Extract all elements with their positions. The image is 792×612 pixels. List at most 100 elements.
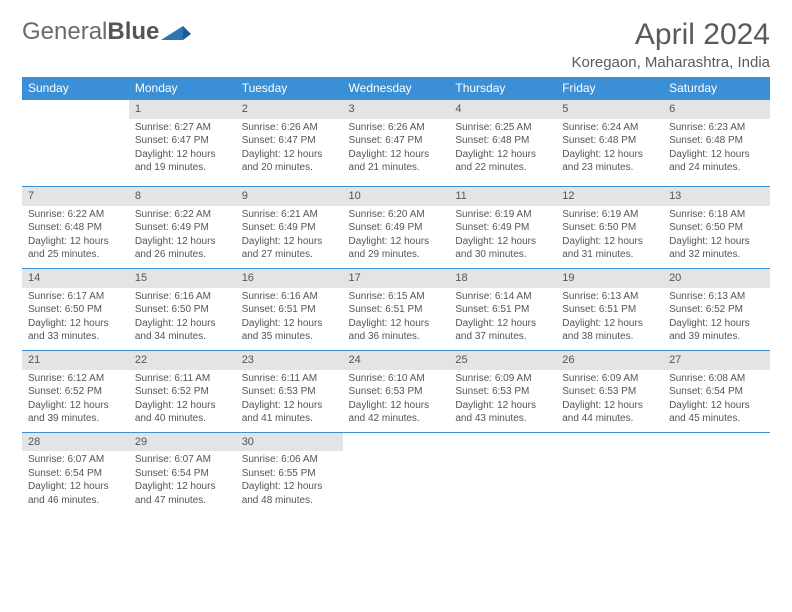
- sunset-label: Sunset:: [242, 135, 279, 146]
- daylight-line: Daylight: 12 hours and 24 minutes.: [669, 148, 764, 175]
- sunrise-label: Sunrise:: [242, 209, 281, 220]
- cell-body: Sunrise: 6:14 AMSunset: 6:51 PMDaylight:…: [449, 290, 556, 350]
- sunrise-line: Sunrise: 6:13 AM: [562, 290, 657, 304]
- calendar-week-row: 21Sunrise: 6:12 AMSunset: 6:52 PMDayligh…: [22, 350, 770, 432]
- sunset-label: Sunset:: [562, 135, 599, 146]
- sunrise-value: 6:27 AM: [174, 122, 211, 133]
- daylight-line: Daylight: 12 hours and 48 minutes.: [242, 480, 337, 507]
- cell-body: Sunrise: 6:11 AMSunset: 6:53 PMDaylight:…: [236, 372, 343, 432]
- calendar-cell: [556, 432, 663, 519]
- sunset-line: Sunset: 6:50 PM: [28, 303, 123, 317]
- calendar-header-row: SundayMondayTuesdayWednesdayThursdayFrid…: [22, 77, 770, 100]
- sunrise-line: Sunrise: 6:27 AM: [135, 121, 230, 135]
- day-number: 25: [449, 351, 556, 370]
- sunset-line: Sunset: 6:51 PM: [455, 303, 550, 317]
- sunset-value: 6:48 PM: [599, 135, 636, 146]
- sunrise-label: Sunrise:: [349, 209, 388, 220]
- sunrise-line: Sunrise: 6:09 AM: [455, 372, 550, 386]
- calendar-cell: 8Sunrise: 6:22 AMSunset: 6:49 PMDaylight…: [129, 187, 236, 269]
- day-number: 28: [22, 433, 129, 452]
- calendar-week-row: 28Sunrise: 6:07 AMSunset: 6:54 PMDayligh…: [22, 432, 770, 519]
- sunset-value: 6:47 PM: [172, 135, 209, 146]
- daylight-line: Daylight: 12 hours and 40 minutes.: [135, 399, 230, 426]
- cell-body: Sunrise: 6:22 AMSunset: 6:48 PMDaylight:…: [22, 208, 129, 268]
- daylight-label: Daylight:: [135, 400, 177, 411]
- sunrise-label: Sunrise:: [669, 122, 708, 133]
- sunset-value: 6:48 PM: [492, 135, 529, 146]
- calendar-cell: 26Sunrise: 6:09 AMSunset: 6:53 PMDayligh…: [556, 350, 663, 432]
- sunrise-label: Sunrise:: [669, 209, 708, 220]
- day-number: 4: [449, 100, 556, 119]
- calendar-cell: 7Sunrise: 6:22 AMSunset: 6:48 PMDaylight…: [22, 187, 129, 269]
- daylight-label: Daylight:: [349, 318, 391, 329]
- sunrise-line: Sunrise: 6:19 AM: [562, 208, 657, 222]
- calendar-cell: 6Sunrise: 6:23 AMSunset: 6:48 PMDaylight…: [663, 100, 770, 187]
- sunrise-value: 6:26 AM: [388, 122, 425, 133]
- daylight-label: Daylight:: [455, 236, 497, 247]
- sunset-value: 6:53 PM: [492, 386, 529, 397]
- calendar-cell: 19Sunrise: 6:13 AMSunset: 6:51 PMDayligh…: [556, 268, 663, 350]
- calendar-cell: 27Sunrise: 6:08 AMSunset: 6:54 PMDayligh…: [663, 350, 770, 432]
- sunrise-value: 6:17 AM: [67, 291, 104, 302]
- calendar-cell: 14Sunrise: 6:17 AMSunset: 6:50 PMDayligh…: [22, 268, 129, 350]
- sunrise-value: 6:21 AM: [281, 209, 318, 220]
- day-number: 9: [236, 187, 343, 206]
- sunset-label: Sunset:: [135, 468, 172, 479]
- cell-body: Sunrise: 6:07 AMSunset: 6:54 PMDaylight:…: [129, 453, 236, 513]
- sunset-value: 6:50 PM: [706, 222, 743, 233]
- sunrise-line: Sunrise: 6:19 AM: [455, 208, 550, 222]
- daylight-line: Daylight: 12 hours and 25 minutes.: [28, 235, 123, 262]
- sunset-value: 6:49 PM: [278, 222, 315, 233]
- sunrise-label: Sunrise:: [242, 373, 281, 384]
- daylight-line: Daylight: 12 hours and 20 minutes.: [242, 148, 337, 175]
- calendar-week-row: 1Sunrise: 6:27 AMSunset: 6:47 PMDaylight…: [22, 100, 770, 187]
- daylight-line: Daylight: 12 hours and 36 minutes.: [349, 317, 444, 344]
- calendar-cell: 17Sunrise: 6:15 AMSunset: 6:51 PMDayligh…: [343, 268, 450, 350]
- day-number: 10: [343, 187, 450, 206]
- sunrise-line: Sunrise: 6:22 AM: [135, 208, 230, 222]
- sunset-value: 6:47 PM: [278, 135, 315, 146]
- month-title: April 2024: [572, 18, 770, 52]
- cell-body: Sunrise: 6:26 AMSunset: 6:47 PMDaylight:…: [236, 121, 343, 181]
- sunset-line: Sunset: 6:51 PM: [349, 303, 444, 317]
- sunset-line: Sunset: 6:48 PM: [28, 221, 123, 235]
- daylight-line: Daylight: 12 hours and 39 minutes.: [669, 317, 764, 344]
- daylight-line: Daylight: 12 hours and 38 minutes.: [562, 317, 657, 344]
- sunrise-value: 6:09 AM: [602, 373, 639, 384]
- daylight-line: Daylight: 12 hours and 44 minutes.: [562, 399, 657, 426]
- sunset-line: Sunset: 6:47 PM: [135, 134, 230, 148]
- sunset-line: Sunset: 6:47 PM: [349, 134, 444, 148]
- daylight-line: Daylight: 12 hours and 43 minutes.: [455, 399, 550, 426]
- calendar-cell: 12Sunrise: 6:19 AMSunset: 6:50 PMDayligh…: [556, 187, 663, 269]
- daylight-line: Daylight: 12 hours and 42 minutes.: [349, 399, 444, 426]
- sunrise-line: Sunrise: 6:17 AM: [28, 290, 123, 304]
- sunset-line: Sunset: 6:48 PM: [562, 134, 657, 148]
- day-number: 16: [236, 269, 343, 288]
- sunset-value: 6:51 PM: [278, 304, 315, 315]
- calendar-cell: 5Sunrise: 6:24 AMSunset: 6:48 PMDaylight…: [556, 100, 663, 187]
- sunrise-value: 6:24 AM: [602, 122, 639, 133]
- sunrise-value: 6:23 AM: [709, 122, 746, 133]
- sunset-label: Sunset:: [455, 222, 492, 233]
- page-header: GeneralBlue April 2024 Koregaon, Maharas…: [22, 18, 770, 71]
- sunset-line: Sunset: 6:49 PM: [455, 221, 550, 235]
- sunrise-label: Sunrise:: [135, 373, 174, 384]
- daylight-line: Daylight: 12 hours and 31 minutes.: [562, 235, 657, 262]
- sunrise-label: Sunrise:: [562, 291, 601, 302]
- sunrise-line: Sunrise: 6:08 AM: [669, 372, 764, 386]
- day-number: 29: [129, 433, 236, 452]
- sunset-line: Sunset: 6:52 PM: [28, 385, 123, 399]
- calendar-cell: 29Sunrise: 6:07 AMSunset: 6:54 PMDayligh…: [129, 432, 236, 519]
- sunset-value: 6:54 PM: [65, 468, 102, 479]
- sunrise-label: Sunrise:: [455, 122, 494, 133]
- sunrise-line: Sunrise: 6:11 AM: [242, 372, 337, 386]
- sunrise-label: Sunrise:: [349, 373, 388, 384]
- day-header: Saturday: [663, 77, 770, 100]
- day-number: 20: [663, 269, 770, 288]
- sunrise-label: Sunrise:: [135, 122, 174, 133]
- daylight-line: Daylight: 12 hours and 34 minutes.: [135, 317, 230, 344]
- cell-body: Sunrise: 6:16 AMSunset: 6:50 PMDaylight:…: [129, 290, 236, 350]
- daylight-label: Daylight:: [669, 236, 711, 247]
- cell-body: Sunrise: 6:26 AMSunset: 6:47 PMDaylight:…: [343, 121, 450, 181]
- sunset-value: 6:53 PM: [385, 386, 422, 397]
